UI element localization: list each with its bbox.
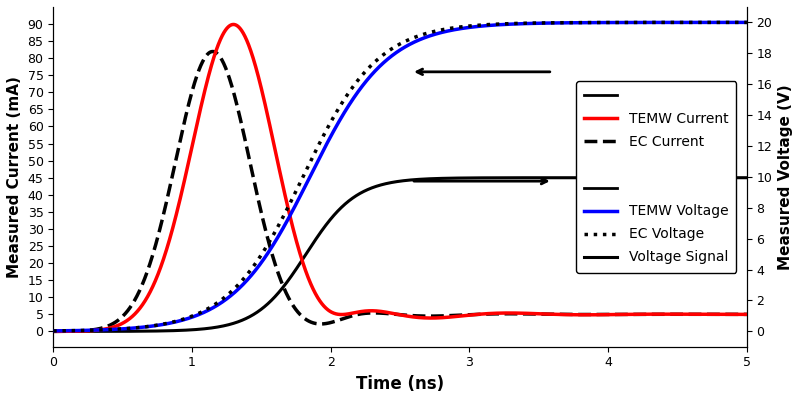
EC Current xyxy=(208,49,218,54)
Y-axis label: Measured Current (mA): Measured Current (mA) xyxy=(7,76,22,278)
TEMW Current xyxy=(229,22,238,27)
TEMW Current xyxy=(169,223,178,228)
Voltage Signal xyxy=(169,328,178,333)
TEMW Current xyxy=(654,312,663,316)
Voltage Signal xyxy=(729,175,738,180)
EC Current xyxy=(314,322,324,326)
EC Current xyxy=(49,329,58,334)
Voltage Signal xyxy=(345,198,354,203)
EC Current xyxy=(729,312,738,317)
EC Voltage xyxy=(742,20,752,25)
EC Current xyxy=(127,302,137,306)
Voltage Signal xyxy=(742,175,752,180)
EC Current xyxy=(742,312,752,317)
TEMW Voltage xyxy=(169,320,178,325)
EC Voltage xyxy=(169,320,178,324)
EC Voltage xyxy=(729,20,738,25)
Voltage Signal xyxy=(127,329,137,334)
Line: EC Current: EC Current xyxy=(54,52,747,331)
Legend: , TEMW Current, EC Current, , , TEMW Voltage, EC Voltage, Voltage Signal: , TEMW Current, EC Current, , , TEMW Vol… xyxy=(576,81,737,273)
EC Current xyxy=(345,314,354,319)
EC Voltage xyxy=(314,142,324,146)
Line: TEMW Current: TEMW Current xyxy=(54,24,747,331)
EC Current xyxy=(654,312,663,317)
TEMW Current xyxy=(729,312,738,317)
TEMW Current xyxy=(742,312,752,317)
X-axis label: Time (ns): Time (ns) xyxy=(356,375,444,393)
Y-axis label: Measured Voltage (V): Measured Voltage (V) xyxy=(778,84,793,270)
Voltage Signal xyxy=(654,175,663,180)
EC Voltage xyxy=(49,328,58,333)
EC Current xyxy=(169,168,178,173)
TEMW Current xyxy=(49,329,58,334)
Line: EC Voltage: EC Voltage xyxy=(54,22,747,331)
TEMW Voltage xyxy=(729,20,738,25)
TEMW Current xyxy=(345,311,354,316)
TEMW Voltage xyxy=(314,156,324,161)
Voltage Signal xyxy=(49,329,58,334)
TEMW Voltage xyxy=(742,20,752,25)
TEMW Voltage xyxy=(345,102,354,107)
TEMW Current xyxy=(314,298,324,303)
EC Voltage xyxy=(654,20,663,25)
TEMW Current xyxy=(127,314,137,319)
TEMW Voltage xyxy=(127,326,137,330)
EC Voltage xyxy=(345,90,354,94)
TEMW Voltage xyxy=(654,20,663,25)
EC Voltage xyxy=(127,326,137,330)
Voltage Signal xyxy=(314,232,324,237)
Line: Voltage Signal: Voltage Signal xyxy=(54,178,747,332)
TEMW Voltage xyxy=(49,328,58,333)
Line: TEMW Voltage: TEMW Voltage xyxy=(54,22,747,331)
